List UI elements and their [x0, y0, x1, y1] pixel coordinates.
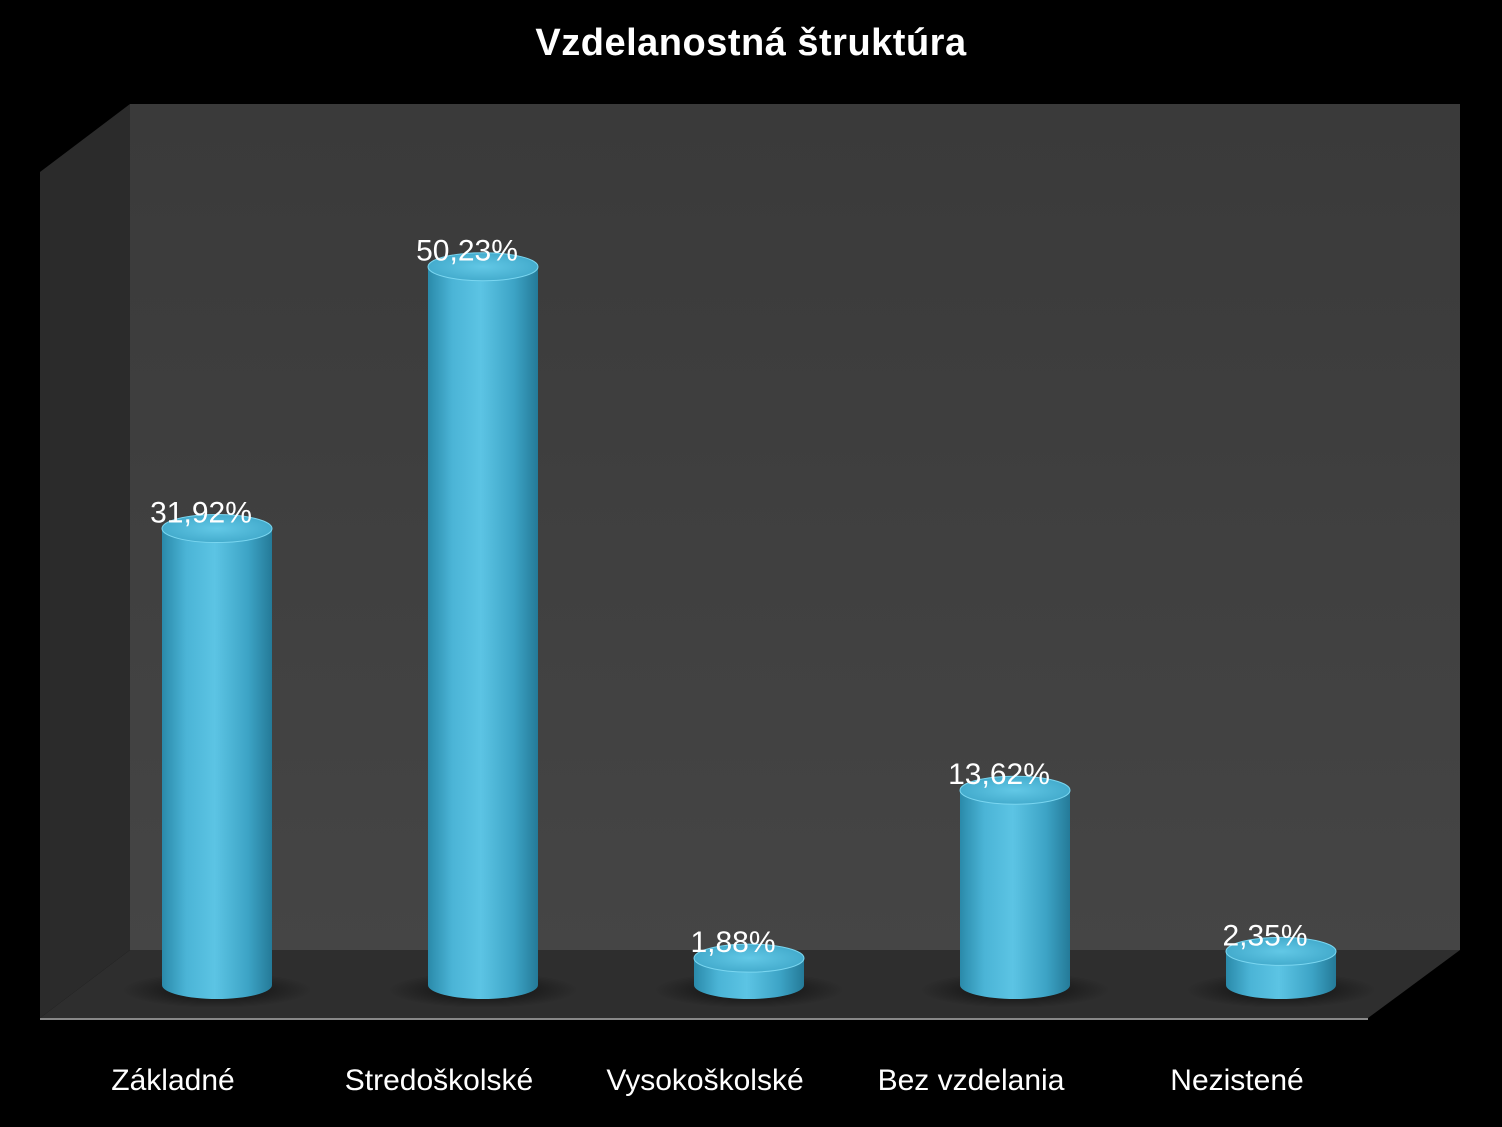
tick-label-stredoskolske: Stredoškolské	[345, 1064, 533, 1097]
bar-top-cap	[693, 943, 805, 973]
chart-title: Vzdelanostná štruktúra	[535, 22, 967, 64]
bar-top-cap	[959, 775, 1071, 805]
data-label-zakladne: 31,92%	[150, 497, 252, 530]
bar-zakladne	[122, 514, 312, 1008]
bar-top-cap	[161, 514, 273, 544]
data-label-bez-vzdelania: 13,62%	[948, 758, 1050, 791]
data-label-nezistene: 2,35%	[1222, 919, 1307, 952]
tick-label-zakladne: Základné	[111, 1064, 234, 1097]
data-label-vysokoskolske: 1,88%	[690, 926, 775, 959]
bar-body	[960, 790, 1070, 999]
bar-top-cap	[427, 252, 539, 282]
tick-label-bez-vzdelania: Bez vzdelania	[878, 1064, 1065, 1097]
bar-top-cap	[1225, 936, 1337, 966]
side-wall	[40, 104, 130, 1018]
bar-stredoskolske	[388, 252, 578, 1008]
bar-body	[1226, 951, 1336, 999]
bar-bez-vzdelania	[920, 775, 1110, 1008]
back-wall	[130, 104, 1460, 950]
tick-label-vysokoskolske: Vysokoškolské	[606, 1064, 803, 1097]
bar-nezistene	[1186, 936, 1376, 1008]
data-label-stredoskolske: 50,23%	[416, 235, 518, 268]
bar-body	[694, 958, 804, 999]
bar-body	[162, 528, 272, 999]
bar-vysokoskolske	[654, 943, 844, 1008]
bar-body	[428, 266, 538, 999]
tick-label-nezistene: Nezistené	[1170, 1064, 1303, 1097]
